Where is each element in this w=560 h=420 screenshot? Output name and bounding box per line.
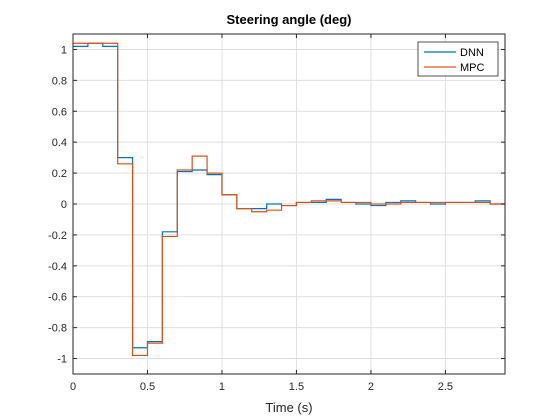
x-tick-label: 2 xyxy=(368,381,374,393)
x-axis-label: Time (s) xyxy=(265,400,312,415)
x-tick-label: 1 xyxy=(219,381,225,393)
y-tick-label: 0.2 xyxy=(52,168,67,180)
series-line-mpc xyxy=(73,42,505,357)
legend-label-dnn: DNN xyxy=(460,47,484,59)
series-group xyxy=(73,42,505,357)
y-tick-label: 0.4 xyxy=(52,137,67,149)
legend: DNN MPC xyxy=(417,41,499,77)
x-tick-label: 0.5 xyxy=(140,381,155,393)
y-tick-label: -0.4 xyxy=(48,261,67,273)
chart-title: Steering angle (deg) xyxy=(227,12,352,27)
axis-ticks xyxy=(72,34,505,374)
y-tick-labels: -1 -0.8 -0.6 -0.4 -0.2 0 0.2 0.4 0.6 0.8 1 xyxy=(48,44,67,365)
legend-label-mpc: MPC xyxy=(460,62,485,74)
y-tick-label: 0 xyxy=(61,199,67,211)
series-line-dnn xyxy=(73,42,505,349)
x-tick-label: 1.5 xyxy=(289,381,304,393)
y-tick-label: -0.6 xyxy=(48,292,67,304)
x-tick-label: 2.5 xyxy=(438,381,453,393)
legend-box xyxy=(417,41,499,77)
x-tick-label: 0 xyxy=(70,381,76,393)
y-tick-label: -0.2 xyxy=(48,230,67,242)
y-tick-label: 0.8 xyxy=(52,75,67,87)
x-tick-labels: 0 0.5 1 1.5 2 2.5 xyxy=(70,381,453,393)
y-tick-label: -0.8 xyxy=(48,323,67,335)
y-tick-label: 0.6 xyxy=(52,106,67,118)
y-tick-label: -1 xyxy=(57,354,67,366)
y-tick-label: 1 xyxy=(61,44,67,56)
